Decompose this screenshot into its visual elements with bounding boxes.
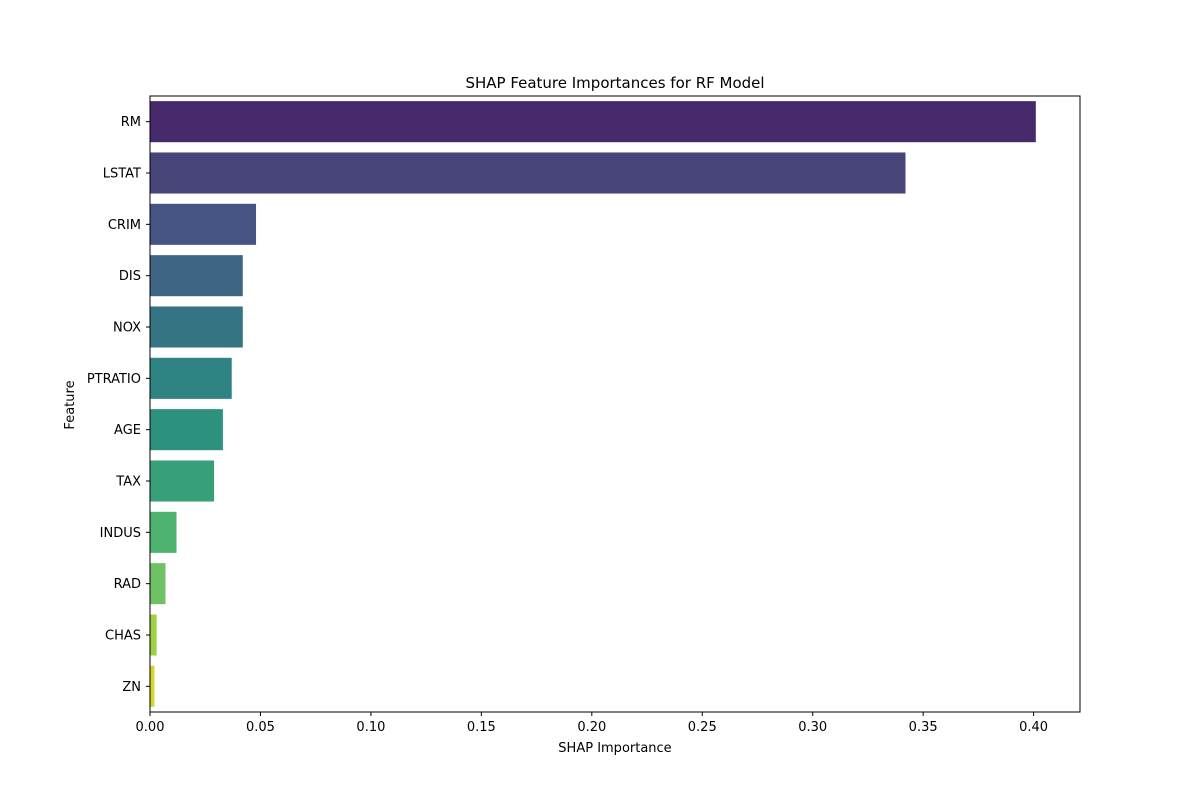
bar-tax: [150, 460, 215, 502]
bar-zn: [150, 665, 155, 707]
bar-indus: [150, 511, 177, 553]
x-tick-label: 0.40: [1019, 720, 1048, 735]
bar-lstat: [150, 152, 906, 194]
x-tick-label: 0.35: [909, 720, 938, 735]
bars-group: [150, 101, 1036, 707]
chart-title: SHAP Feature Importances for RF Model: [465, 74, 764, 92]
y-axis-ticks: RM LSTAT CRIM DIS NOX PTRATIO AGE TAX INDUS RAD CH…: [87, 115, 150, 695]
y-tick-label: LSTAT: [103, 167, 141, 182]
y-tick-label: TAX: [115, 475, 141, 490]
x-tick-label: 0.00: [136, 720, 165, 735]
bar-age: [150, 409, 223, 451]
y-tick-label: CRIM: [108, 218, 141, 233]
bar-nox: [150, 306, 243, 348]
bar-rm: [150, 101, 1036, 143]
y-tick-label: CHAS: [105, 629, 141, 644]
x-tick-label: 0.15: [467, 720, 496, 735]
bar-ptratio: [150, 357, 232, 399]
x-tick-label: 0.30: [798, 720, 827, 735]
y-tick-label: INDUS: [100, 526, 141, 541]
plot-area-frame: [149, 95, 1081, 713]
bar-chas: [150, 614, 157, 656]
x-tick-label: 0.20: [577, 720, 606, 735]
y-tick-label: RM: [121, 115, 141, 130]
y-tick-label: DIS: [119, 269, 141, 284]
x-tick-label: 0.10: [356, 720, 385, 735]
bar-rad: [150, 563, 166, 605]
y-tick-label: PTRATIO: [87, 372, 141, 387]
y-tick-label: RAD: [114, 577, 141, 592]
x-axis-label: SHAP Importance: [558, 741, 671, 756]
bar-dis: [150, 255, 243, 297]
x-tick-label: 0.25: [688, 720, 717, 735]
y-tick-label: NOX: [113, 321, 141, 336]
bar-crim: [150, 203, 257, 245]
x-axis-ticks: 0.00 0.05 0.10 0.15 0.20 0.25 0.30 0.35 0.40: [136, 712, 1048, 735]
y-tick-label: ZN: [122, 680, 141, 695]
x-tick-label: 0.05: [246, 720, 275, 735]
y-axis-label: Feature: [63, 380, 78, 429]
y-tick-label: AGE: [114, 423, 141, 438]
